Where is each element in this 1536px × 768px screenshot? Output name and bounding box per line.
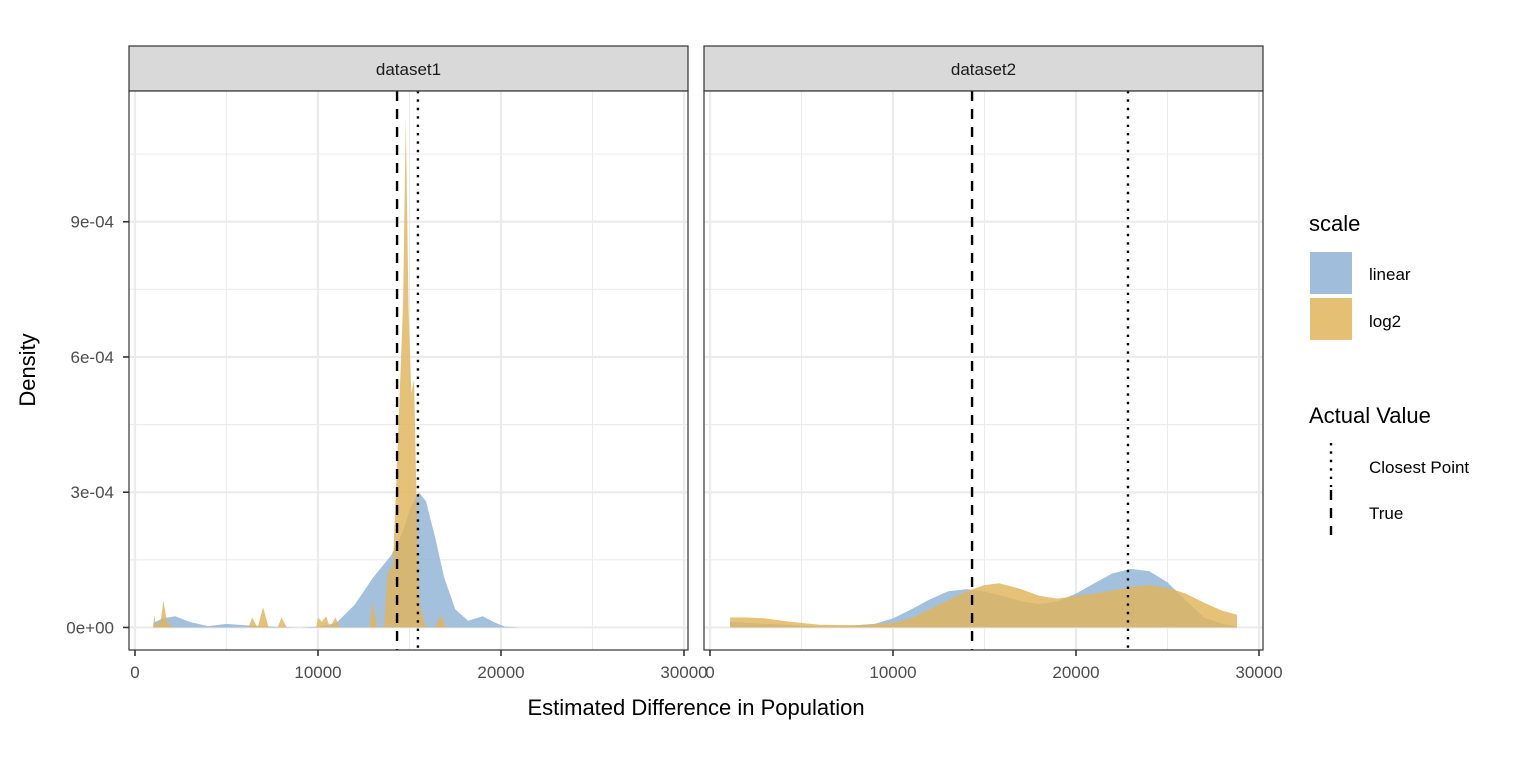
strip-dataset2: [703, 45, 1264, 92]
x-tick-label: 0: [705, 663, 714, 682]
strip-label-dataset2: dataset2: [951, 60, 1016, 79]
y-tick-label: 0e+00: [66, 618, 114, 637]
x-tick-label: 30000: [1235, 663, 1282, 682]
panel-border-dataset2: [703, 90, 1264, 651]
reference-lines-dataset1: [395, 91, 420, 650]
legend: scale linear log2 Actual Value Closest P…: [1309, 211, 1469, 535]
grid-dataset1: [129, 91, 688, 650]
legend-title-scale: scale: [1309, 211, 1360, 236]
panel-dataset1: dataset1 0 10000 20000 30000: [128, 45, 708, 682]
x-tick-label: 10000: [294, 663, 341, 682]
y-axis-title: Density: [15, 333, 40, 406]
density-area-log2: [153, 118, 447, 628]
plot-area-dataset2: [704, 91, 1263, 650]
legend-label-log2: log2: [1369, 312, 1401, 331]
density-areas-dataset2: [730, 568, 1237, 628]
density-area-linear: [153, 492, 520, 628]
density-areas-dataset1: [153, 118, 520, 628]
y-tick-label: 3e-04: [71, 483, 114, 502]
strip-dataset1: [128, 45, 689, 92]
legend-label-true: True: [1369, 504, 1403, 523]
strip-label-dataset1: dataset1: [376, 60, 441, 79]
y-axis: 0e+00 3e-04 6e-04 9e-04: [66, 213, 129, 637]
x-axis-title: Estimated Difference in Population: [527, 695, 864, 720]
panel-border-dataset1: [128, 90, 689, 651]
x-tick-label: 20000: [477, 663, 524, 682]
x-tick-label: 0: [130, 663, 139, 682]
y-tick-label: 6e-04: [71, 348, 114, 367]
legend-label-closest-point: Closest Point: [1369, 458, 1469, 477]
panel-dataset2: dataset2 0 10000 20000 30000: [703, 45, 1283, 682]
x-axis-dataset1: 0 10000 20000 30000: [130, 650, 708, 682]
y-tick-label: 9e-04: [71, 213, 114, 232]
x-axis-dataset2: 0 10000 20000 30000: [705, 650, 1283, 682]
legend-label-linear: linear: [1369, 265, 1411, 284]
legend-key-linear: [1310, 252, 1352, 294]
x-tick-label: 20000: [1052, 663, 1099, 682]
reference-lines-dataset2: [970, 91, 1130, 650]
x-tick-label: 10000: [869, 663, 916, 682]
x-tick-label: 30000: [660, 663, 707, 682]
density-area-log2: [730, 583, 1237, 628]
legend-key-log2: [1310, 298, 1352, 340]
legend-title-actual-value: Actual Value: [1309, 403, 1431, 428]
